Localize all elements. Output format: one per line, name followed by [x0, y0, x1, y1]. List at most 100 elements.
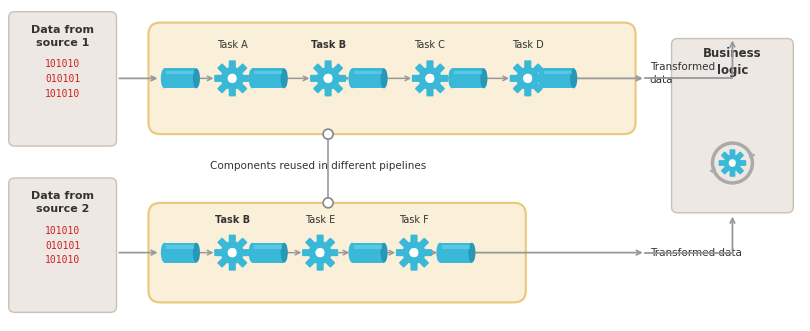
- FancyBboxPatch shape: [313, 64, 323, 73]
- FancyBboxPatch shape: [411, 235, 417, 243]
- Polygon shape: [252, 69, 284, 88]
- Polygon shape: [440, 243, 472, 262]
- FancyBboxPatch shape: [538, 75, 546, 82]
- Ellipse shape: [468, 243, 475, 262]
- FancyBboxPatch shape: [302, 249, 310, 256]
- FancyBboxPatch shape: [411, 75, 420, 82]
- FancyBboxPatch shape: [740, 160, 746, 166]
- Circle shape: [316, 248, 325, 257]
- Circle shape: [228, 248, 237, 257]
- FancyBboxPatch shape: [513, 83, 523, 93]
- Text: Task F: Task F: [399, 215, 428, 225]
- FancyBboxPatch shape: [242, 75, 250, 82]
- Polygon shape: [164, 69, 196, 88]
- FancyBboxPatch shape: [533, 83, 543, 93]
- Ellipse shape: [381, 69, 388, 88]
- Text: Transformed data: Transformed data: [650, 248, 741, 258]
- Text: Task A: Task A: [217, 40, 248, 51]
- FancyBboxPatch shape: [228, 88, 236, 96]
- Ellipse shape: [570, 69, 578, 88]
- Polygon shape: [442, 245, 470, 249]
- FancyBboxPatch shape: [399, 238, 409, 248]
- Text: Task C: Task C: [415, 40, 446, 51]
- Polygon shape: [164, 243, 196, 262]
- FancyBboxPatch shape: [310, 75, 318, 82]
- FancyBboxPatch shape: [419, 238, 429, 248]
- Ellipse shape: [249, 69, 256, 88]
- Ellipse shape: [381, 243, 388, 262]
- FancyBboxPatch shape: [317, 262, 324, 271]
- FancyBboxPatch shape: [317, 235, 324, 243]
- FancyBboxPatch shape: [333, 83, 343, 93]
- FancyBboxPatch shape: [718, 160, 725, 166]
- Ellipse shape: [437, 243, 444, 262]
- FancyBboxPatch shape: [533, 64, 543, 73]
- Circle shape: [729, 160, 735, 166]
- Polygon shape: [166, 245, 194, 249]
- FancyBboxPatch shape: [9, 12, 117, 146]
- FancyBboxPatch shape: [217, 83, 228, 93]
- Ellipse shape: [193, 243, 200, 262]
- FancyBboxPatch shape: [228, 262, 236, 271]
- FancyBboxPatch shape: [148, 23, 636, 134]
- FancyBboxPatch shape: [237, 64, 247, 73]
- Ellipse shape: [161, 243, 168, 262]
- FancyBboxPatch shape: [313, 83, 323, 93]
- Polygon shape: [542, 69, 573, 88]
- FancyBboxPatch shape: [214, 249, 222, 256]
- FancyBboxPatch shape: [325, 258, 335, 267]
- FancyBboxPatch shape: [9, 178, 117, 312]
- Polygon shape: [454, 71, 482, 74]
- Circle shape: [221, 67, 244, 90]
- Polygon shape: [254, 71, 282, 74]
- Polygon shape: [252, 243, 284, 262]
- Circle shape: [221, 241, 244, 264]
- FancyBboxPatch shape: [424, 249, 432, 256]
- Ellipse shape: [280, 243, 288, 262]
- Ellipse shape: [448, 69, 455, 88]
- Text: Data from
source 2: Data from source 2: [31, 191, 94, 214]
- FancyBboxPatch shape: [671, 38, 793, 213]
- FancyBboxPatch shape: [325, 238, 335, 248]
- Polygon shape: [166, 71, 194, 74]
- Circle shape: [323, 198, 333, 208]
- Circle shape: [309, 241, 331, 264]
- FancyBboxPatch shape: [333, 64, 343, 73]
- FancyBboxPatch shape: [214, 75, 222, 82]
- Circle shape: [419, 67, 441, 90]
- Polygon shape: [352, 69, 384, 88]
- Text: Task E: Task E: [305, 215, 335, 225]
- FancyBboxPatch shape: [338, 75, 346, 82]
- FancyBboxPatch shape: [305, 258, 315, 267]
- Circle shape: [523, 74, 532, 83]
- FancyBboxPatch shape: [730, 170, 735, 177]
- Polygon shape: [352, 243, 384, 262]
- FancyBboxPatch shape: [415, 64, 425, 73]
- FancyBboxPatch shape: [415, 83, 425, 93]
- FancyBboxPatch shape: [305, 238, 315, 248]
- FancyBboxPatch shape: [217, 64, 228, 73]
- FancyBboxPatch shape: [411, 262, 417, 271]
- Circle shape: [516, 67, 539, 90]
- FancyBboxPatch shape: [440, 75, 448, 82]
- FancyBboxPatch shape: [435, 83, 445, 93]
- Circle shape: [425, 74, 434, 83]
- Circle shape: [317, 67, 339, 90]
- Text: Business
logic: Business logic: [703, 46, 761, 76]
- FancyBboxPatch shape: [721, 166, 729, 174]
- FancyBboxPatch shape: [426, 88, 433, 96]
- FancyBboxPatch shape: [325, 60, 331, 69]
- FancyBboxPatch shape: [721, 152, 729, 160]
- FancyBboxPatch shape: [435, 64, 445, 73]
- FancyBboxPatch shape: [330, 249, 339, 256]
- Polygon shape: [354, 71, 382, 74]
- Text: Transformed
data: Transformed data: [650, 62, 714, 85]
- Circle shape: [410, 248, 419, 257]
- FancyBboxPatch shape: [148, 203, 526, 303]
- FancyBboxPatch shape: [735, 152, 744, 160]
- Text: Components reused in different pipelines: Components reused in different pipelines: [211, 161, 427, 171]
- Circle shape: [403, 241, 425, 264]
- FancyBboxPatch shape: [513, 64, 523, 73]
- Text: Task B: Task B: [310, 40, 346, 51]
- FancyBboxPatch shape: [524, 60, 531, 69]
